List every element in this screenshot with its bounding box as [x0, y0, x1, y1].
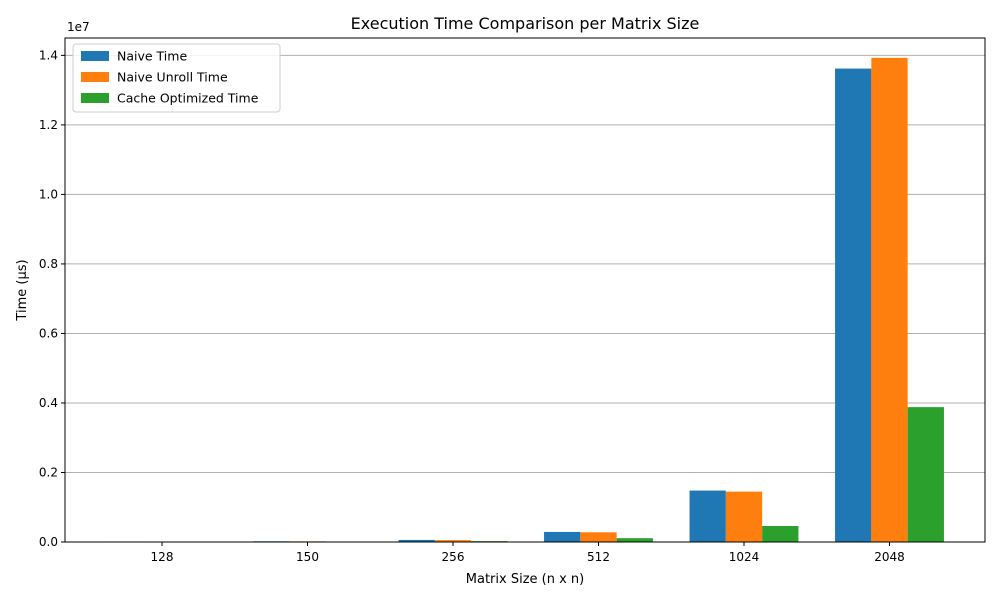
legend-label: Cache Optimized Time: [117, 91, 259, 106]
bar-cache-optimized-time-512: [617, 538, 653, 542]
x-tick-label: 2048: [874, 550, 905, 564]
legend-swatch: [81, 93, 109, 103]
legend-label: Naive Unroll Time: [117, 70, 228, 85]
legend-swatch: [81, 72, 109, 82]
y-tick-label: 1.2: [39, 118, 58, 132]
bars: [108, 58, 944, 542]
bar-naive-time-1024: [690, 491, 726, 542]
y-tick-label: 1.4: [39, 48, 58, 62]
bar-cache-optimized-time-2048: [908, 407, 944, 542]
legend-swatch: [81, 51, 109, 61]
legend: Naive Time Naive Unroll Time Cache Optimiz…: [73, 44, 280, 112]
y-tick-label: 0.4: [39, 396, 58, 410]
x-tick-label: 256: [442, 550, 465, 564]
y-tick-label: 0.2: [39, 465, 58, 479]
bar-naive-unroll-time-512: [580, 532, 616, 542]
x-tick-label: 128: [151, 550, 174, 564]
y-offset-label: 1e7: [67, 20, 90, 34]
y-tick-label: 0.0: [39, 535, 58, 549]
y-tick-label: 1.0: [39, 187, 58, 201]
y-tick-label: 0.8: [39, 257, 58, 271]
y-axis-label: Time (µs): [15, 259, 30, 321]
bar-naive-unroll-time-1024: [726, 492, 762, 542]
bar-cache-optimized-time-1024: [762, 526, 798, 542]
chart-title: Execution Time Comparison per Matrix Siz…: [351, 14, 700, 33]
bar-naive-time-2048: [835, 69, 871, 542]
legend-label: Naive Time: [117, 49, 187, 64]
x-tick-label: 512: [587, 550, 610, 564]
x-axis: 128 150 256 512 1024 2048: [151, 542, 905, 564]
bar-naive-unroll-time-2048: [871, 58, 907, 542]
x-tick-label: 150: [296, 550, 319, 564]
x-axis-label: Matrix Size (n x n): [466, 572, 584, 587]
y-axis: 0.0 0.2 0.4 0.6 0.8 1.0 1.2 1.4: [39, 48, 65, 549]
x-tick-label: 1024: [729, 550, 760, 564]
y-tick-label: 0.6: [39, 326, 58, 340]
bar-naive-time-512: [544, 532, 580, 542]
